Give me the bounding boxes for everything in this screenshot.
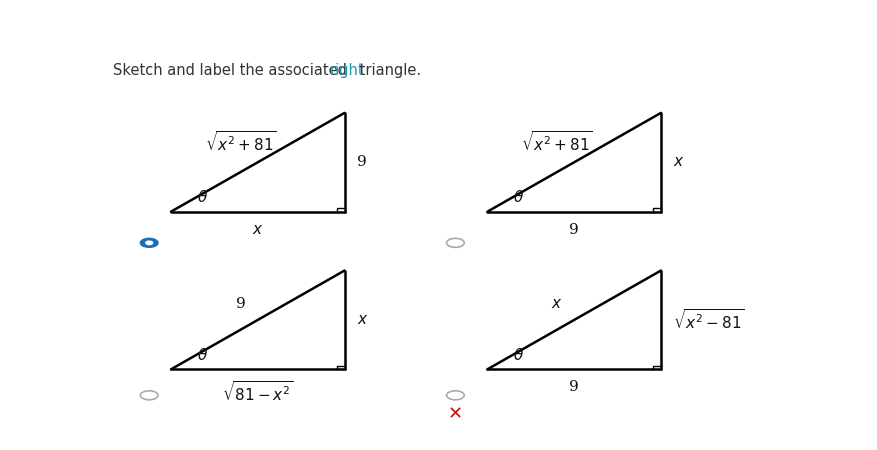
- Text: $\sqrt{x^2 + 81}$: $\sqrt{x^2 + 81}$: [204, 130, 276, 153]
- Text: triangle.: triangle.: [355, 63, 421, 78]
- Text: 9: 9: [568, 223, 578, 237]
- Text: $x$: $x$: [673, 155, 684, 169]
- Text: $\theta$: $\theta$: [196, 347, 208, 363]
- Text: $x$: $x$: [356, 313, 367, 327]
- Text: Sketch and label the associated: Sketch and label the associated: [113, 63, 352, 78]
- Circle shape: [146, 241, 153, 245]
- Text: $x$: $x$: [551, 297, 562, 311]
- Text: 9: 9: [356, 155, 366, 169]
- Text: 9: 9: [236, 297, 246, 311]
- Text: $\theta$: $\theta$: [513, 347, 524, 363]
- Text: right: right: [329, 63, 364, 78]
- Text: 9: 9: [568, 380, 578, 394]
- Text: $\sqrt{x^2 - 81}$: $\sqrt{x^2 - 81}$: [673, 308, 744, 332]
- Text: $\theta$: $\theta$: [513, 189, 524, 205]
- Text: $\sqrt{81 - x^2}$: $\sqrt{81 - x^2}$: [222, 380, 293, 404]
- Text: ✕: ✕: [447, 405, 462, 423]
- Text: $\theta$: $\theta$: [196, 189, 208, 205]
- Text: $\sqrt{x^2 + 81}$: $\sqrt{x^2 + 81}$: [521, 130, 592, 153]
- Circle shape: [140, 238, 158, 248]
- Text: $x$: $x$: [252, 223, 263, 237]
